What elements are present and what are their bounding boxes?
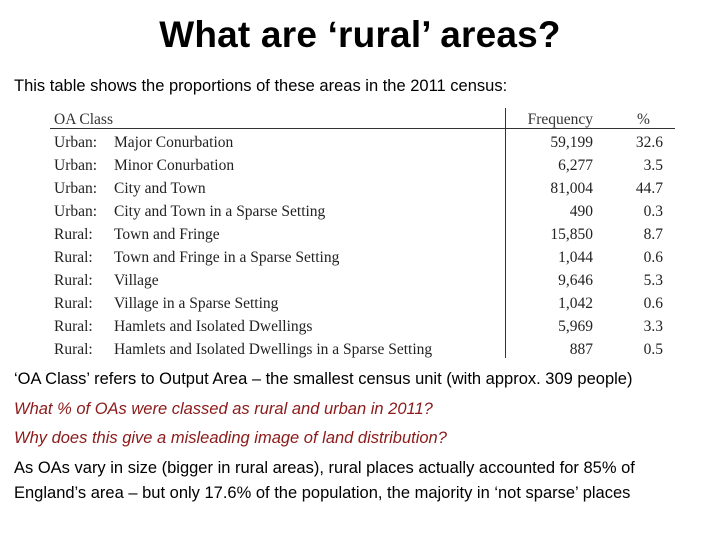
table-row: Rural: Town and Fringe in a Sparse Settin…: [50, 246, 675, 269]
table-row: Urban: Major Conurbation 59,199 32.6: [50, 131, 675, 154]
oa-class-table: OA Class Frequency % Urban: Major Conurba…: [50, 108, 675, 358]
cell-area-type: Rural:: [54, 341, 93, 358]
cell-frequency: 15,850: [550, 226, 593, 243]
cell-frequency: 59,199: [550, 134, 593, 151]
table-row: Rural: Village 9,646 5.3: [50, 269, 675, 292]
cell-area-type: Rural:: [54, 295, 93, 312]
cell-class-name: Town and Fringe: [114, 226, 220, 243]
cell-frequency: 887: [569, 341, 593, 358]
cell-frequency: 490: [569, 203, 593, 220]
intro-text: This table shows the proportions of thes…: [14, 77, 508, 95]
cell-frequency: 9,646: [558, 272, 593, 289]
table-row: Urban: Minor Conurbation 6,277 3.5: [50, 154, 675, 177]
cell-class-name: Village: [114, 272, 159, 289]
cell-area-type: Rural:: [54, 272, 93, 289]
cell-percent: 5.3: [643, 272, 663, 289]
cell-class-name: Minor Conurbation: [114, 157, 235, 174]
header-frequency: Frequency: [527, 111, 593, 128]
table-row: Rural: Hamlets and Isolated Dwellings 5,96…: [50, 315, 675, 338]
cell-area-type: Urban:: [54, 180, 98, 197]
cell-frequency: 1,042: [558, 295, 593, 312]
cell-percent: 0.6: [643, 295, 663, 312]
table-header-row: OA Class Frequency %: [50, 108, 675, 131]
table-row: Rural: Town and Fringe 15,850 8.7: [50, 223, 675, 246]
cell-area-type: Rural:: [54, 226, 93, 243]
cell-percent: 3.3: [643, 318, 663, 335]
cell-area-type: Urban:: [54, 203, 98, 220]
cell-class-name: Hamlets and Isolated Dwellings in a Spar…: [114, 341, 433, 358]
header-percent: %: [637, 111, 650, 128]
oa-definition-text: ‘OA Class’ refers to Output Area – the s…: [14, 370, 633, 388]
cell-frequency: 81,004: [550, 180, 593, 197]
cell-area-type: Rural:: [54, 249, 93, 266]
answer-line-2: England’s area – but only 17.6% of the p…: [14, 484, 631, 502]
question-1: What % of OAs were classed as rural and …: [14, 400, 433, 418]
table-row: Rural: Village in a Sparse Setting 1,042 0.…: [50, 292, 675, 315]
cell-class-name: Hamlets and Isolated Dwellings: [114, 318, 313, 335]
cell-class-name: City and Town in a Sparse Setting: [114, 203, 326, 220]
cell-class-name: Major Conurbation: [114, 134, 234, 151]
cell-frequency: 1,044: [558, 249, 593, 266]
cell-percent: 0.6: [643, 249, 663, 266]
cell-percent: 32.6: [635, 134, 663, 151]
cell-percent: 0.3: [643, 203, 663, 220]
header-divider: [50, 128, 675, 129]
cell-area-type: Urban:: [54, 157, 98, 174]
cell-class-name: Village in a Sparse Setting: [114, 295, 279, 312]
cell-frequency: 6,277: [558, 157, 593, 174]
cell-percent: 8.7: [643, 226, 663, 243]
column-divider: [505, 108, 506, 358]
cell-percent: 3.5: [643, 157, 663, 174]
table-row: Urban: City and Town 81,004 44.7: [50, 177, 675, 200]
cell-area-type: Urban:: [54, 134, 98, 151]
table-row: Rural: Hamlets and Isolated Dwellings in …: [50, 338, 675, 361]
cell-class-name: Town and Fringe in a Sparse Setting: [114, 249, 340, 266]
table-row: Urban: City and Town in a Sparse Setting 4…: [50, 200, 675, 223]
question-2: Why does this give a misleading image of…: [14, 429, 447, 447]
page-title: What are ‘rural’ areas?: [159, 14, 561, 55]
cell-class-name: City and Town: [114, 180, 206, 197]
header-oa-class: OA Class: [54, 111, 113, 128]
cell-percent: 44.7: [635, 180, 663, 197]
cell-frequency: 5,969: [558, 318, 593, 335]
cell-percent: 0.5: [643, 341, 663, 358]
answer-line-1: As OAs vary in size (bigger in rural are…: [14, 459, 635, 477]
cell-area-type: Rural:: [54, 318, 93, 335]
